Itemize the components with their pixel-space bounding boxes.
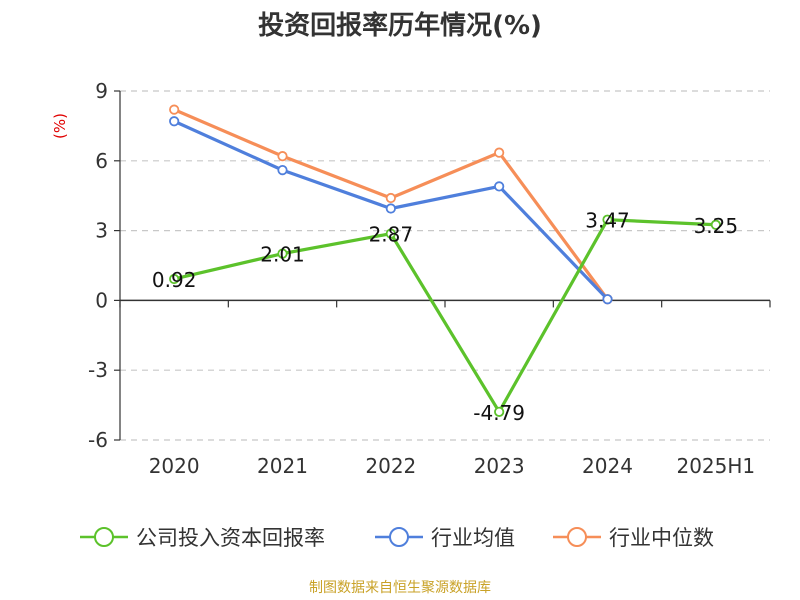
data-label: 2.87	[369, 223, 414, 247]
data-label: 2.01	[260, 243, 305, 267]
legend-label: 行业均值	[431, 526, 515, 550]
y-unit-label: (%)	[51, 113, 69, 139]
x-tick-label: 2021	[257, 454, 308, 478]
legend-marker	[389, 527, 409, 547]
data-point	[385, 203, 396, 214]
data-point	[494, 181, 505, 192]
x-tick-label: 2023	[474, 454, 525, 478]
y-tick-label: 3	[95, 219, 108, 243]
data-point	[385, 228, 396, 239]
series-line	[173, 218, 716, 414]
legend-marker	[94, 527, 114, 547]
data-point	[277, 151, 288, 162]
x-tick-labels: 2020 2021 2022 2023 2024 2025H1	[149, 454, 755, 478]
data-point	[710, 219, 721, 230]
data-point	[494, 147, 505, 158]
data-point	[169, 104, 180, 115]
data-label: 3.25	[694, 214, 739, 238]
data-point	[602, 294, 613, 305]
legend-label: 行业中位数	[609, 526, 714, 550]
data-labels: 0.92 2.01 2.87 -4.79 3.47 3.25	[152, 209, 738, 425]
data-point	[169, 116, 180, 127]
data-label: 0.92	[152, 268, 197, 292]
y-tick-label: -3	[88, 358, 108, 382]
x-tick-label: 2024	[582, 454, 633, 478]
y-tick-label: 9	[95, 79, 108, 103]
chart-title: 投资回报率历年情况(%)	[258, 10, 542, 41]
series-lines	[169, 104, 721, 417]
gridlines	[120, 90, 770, 441]
axes	[114, 90, 771, 441]
data-point	[385, 192, 396, 204]
x-tick-label: 2020	[149, 454, 200, 478]
x-tick-label: 2022	[365, 454, 416, 478]
legend-marker	[567, 527, 587, 547]
legend: 公司投入资本回报率 行业均值 行业中位数	[80, 526, 714, 550]
data-point	[602, 214, 613, 225]
y-tick-labels: 9 6 3 0 -3 -6	[88, 79, 108, 452]
legend-label: 公司投入资本回报率	[136, 526, 325, 550]
source-note: 制图数据来自恒生聚源数据库	[309, 580, 491, 596]
data-point	[169, 273, 180, 285]
y-tick-label: 0	[95, 288, 108, 312]
y-tick-label: -6	[88, 428, 108, 452]
data-label: 3.47	[585, 209, 630, 233]
data-point	[277, 165, 288, 176]
data-label: -4.79	[473, 401, 525, 425]
x-tick-label: 2025H1	[676, 454, 755, 478]
data-point	[494, 406, 505, 417]
data-point	[277, 248, 288, 259]
y-tick-label: 6	[95, 149, 108, 173]
